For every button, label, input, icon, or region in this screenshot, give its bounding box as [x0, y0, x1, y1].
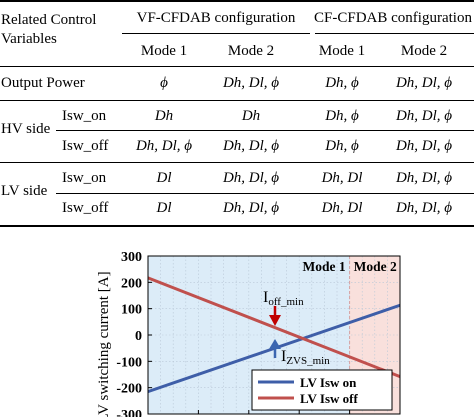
header-variables: Variables [1, 31, 57, 47]
cell-lv-on-vf-mode1: Dl [156, 170, 172, 186]
cell-hv-on-cf-mode1: Dh, ϕ [325, 108, 359, 124]
cell-lv-off-vf-mode2: Dh, Dl, ϕ [222, 200, 280, 216]
row-output-power-label: Output Power [1, 75, 85, 91]
cell-output-power-cf-mode1: Dh, ϕ [325, 75, 359, 91]
table-bottom-rule [0, 225, 474, 227]
y-axis-label: LV switching current [A] [96, 271, 112, 417]
cell-hv-off-cf-mode1: Dh, ϕ [325, 138, 359, 154]
cell-lv-on-vf-mode2: Dh, Dl, ϕ [222, 170, 280, 186]
row-rule [0, 100, 474, 101]
row-lv-isw-on-label: Isw_on [62, 170, 107, 186]
cell-output-power-vf-mode2: Dh, Dl, ϕ [222, 75, 280, 91]
cell-lv-off-cf-mode2: Dh, Dl, ϕ [395, 200, 453, 216]
legend-label-2: LV Isw off [300, 391, 358, 406]
header-cf-config: CF-CFDAB configuration [314, 10, 472, 26]
header-vf-mode2: Mode 2 [227, 43, 275, 59]
vf-config-underline [122, 33, 310, 34]
row-hv-isw-off-label: Isw_off [62, 138, 109, 154]
cell-output-power-vf-mode1: ϕ [160, 75, 168, 91]
cell-output-power-cf-mode2: Dh, Dl, ϕ [395, 75, 453, 91]
header-related: Related Control [1, 12, 97, 28]
hv-sub-rule [56, 130, 474, 131]
cf-config-underline [315, 33, 474, 34]
cell-hv-on-vf-mode1: Dh [154, 108, 174, 124]
legend-label-1: LV Isw on [300, 375, 357, 390]
y-tick-label: 200 [121, 276, 142, 291]
series-line-2 [147, 276, 401, 379]
lv-sub-rule [56, 193, 474, 194]
y-tick-label: -300 [116, 408, 142, 417]
off-min-annotation: Ioff_min [263, 289, 304, 308]
y-tick-label: -200 [116, 382, 142, 397]
zvs-min-annotation: IZVS_min [281, 348, 330, 367]
cell-lv-on-cf-mode2: Dh, Dl, ϕ [395, 170, 453, 186]
cell-hv-on-vf-mode2: Dh [241, 108, 261, 124]
header-cf-mode1: Mode 1 [318, 43, 366, 59]
cell-hv-off-cf-mode2: Dh, Dl, ϕ [395, 138, 453, 154]
mode2-region-label: Mode 2 [354, 259, 397, 274]
table-top-rule [0, 0, 474, 2]
off-min-arrow-head [269, 315, 281, 326]
row-hv-isw-on-label: Isw_on [62, 108, 107, 124]
cell-lv-on-cf-mode1: Dh, Dl [321, 170, 363, 186]
row-rule [0, 162, 474, 163]
lv-switching-current-chart: 300 200 100 0 -100 -200 -300 LV switching curre… [96, 250, 401, 417]
cell-lv-off-vf-mode1: Dl [156, 200, 172, 216]
control-variables-table: Related Control Variables VF-CFDAB confi… [0, 0, 474, 227]
row-lv-isw-off-label: Isw_off [62, 200, 109, 216]
row-lv-side-label: LV side [1, 183, 48, 199]
cell-hv-off-vf-mode1: Dh, Dl, ϕ [135, 138, 193, 154]
cell-hv-off-vf-mode2: Dh, Dl, ϕ [222, 138, 280, 154]
row-hv-side-label: HV side [1, 121, 51, 137]
zvs-min-arrow-head [269, 339, 281, 349]
cell-lv-off-cf-mode1: Dh, Dl [321, 200, 363, 216]
y-tick-label: 300 [121, 250, 142, 265]
y-tick-label: 100 [121, 303, 142, 318]
header-rule [0, 66, 474, 67]
legend-box [251, 369, 393, 411]
header-cf-mode2: Mode 2 [400, 43, 448, 59]
header-vf-config: VF-CFDAB configuration [136, 10, 296, 26]
mode1-region-label: Mode 1 [302, 259, 345, 274]
header-vf-mode1: Mode 1 [140, 43, 188, 59]
y-tick-label: -100 [116, 355, 142, 370]
cell-hv-on-cf-mode2: Dh, Dl, ϕ [395, 108, 453, 124]
y-tick-label: 0 [135, 329, 142, 344]
